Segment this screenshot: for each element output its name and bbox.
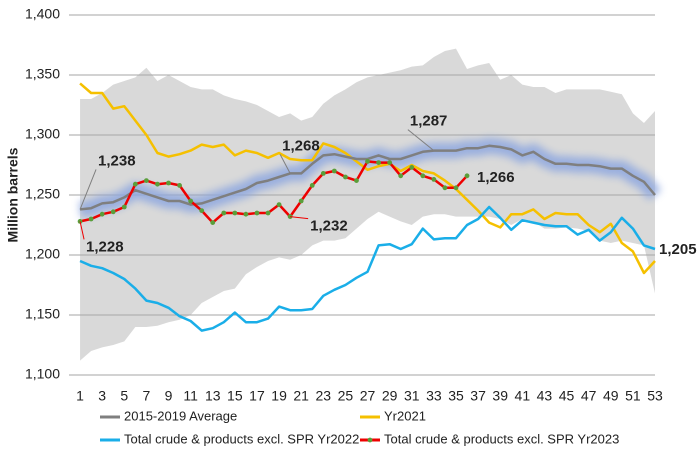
annotation-label: 1,266 [477,169,515,186]
legend-label: 2015-2019 Average [124,408,237,423]
series-line [79,144,656,211]
x-tick-label: 21 [293,388,309,404]
annotation-label: 1,238 [98,152,136,169]
x-tick-label: 27 [360,388,376,404]
x-tick-label: 7 [142,388,150,404]
point-marker [232,210,238,216]
legend-label: Total crude & products excl. SPR Yr2022 [124,431,359,446]
annotation-leader [79,169,97,210]
x-tick-label: 51 [625,388,641,404]
point-marker [188,198,194,204]
annotation-label: 1,228 [86,238,124,255]
x-tick-label: 33 [426,388,442,404]
point-marker [331,168,337,174]
x-tick-label: 37 [470,388,486,404]
legend-label: Total crude & products excl. SPR Yr2023 [384,431,619,446]
x-tick-label: 45 [559,388,575,404]
x-tick-label: 29 [382,388,398,404]
point-marker [365,159,370,164]
x-tick-label: 9 [165,388,173,404]
x-tick-label: 47 [581,388,597,404]
legend-marker [367,437,373,443]
point-marker [387,160,393,166]
x-tick-label: 3 [98,388,106,404]
point-marker [199,208,205,214]
point-marker [398,173,404,179]
point-marker [254,210,260,216]
annotation-label: 1,205 [659,241,697,258]
point-marker [343,174,348,180]
x-tick-label: 1 [76,388,84,404]
annotation-leader [79,221,85,240]
series-line [79,82,656,275]
x-tick-label: 17 [249,388,265,404]
point-marker [155,181,160,187]
range-band [80,48,656,361]
point-marker [177,183,182,188]
point-marker [276,202,282,208]
x-tick-label: 23 [316,388,332,404]
x-tick-label: 43 [537,388,553,404]
point-marker [99,211,105,217]
y-axis-title: Million barrels [5,147,21,242]
point-marker [88,216,94,222]
x-tick-label: 5 [120,388,128,404]
y-tick-label: 1,400 [25,6,60,22]
point-marker [442,185,448,191]
point-marker [121,204,127,210]
y-tick-label: 1,250 [25,186,60,202]
y-tick-label: 1,300 [25,126,60,142]
point-marker [110,209,116,215]
point-marker [132,181,138,187]
y-tick-label: 1,200 [25,246,60,262]
x-tick-label: 53 [647,388,663,404]
point-marker [309,183,315,188]
x-tick-label: 49 [603,388,619,404]
point-marker [143,178,149,184]
annotation-leader [407,129,435,151]
x-tick-label: 15 [227,388,243,404]
point-marker [298,198,304,204]
point-marker [453,185,459,191]
point-marker [431,177,437,182]
y-tick-label: 1,150 [25,306,60,322]
annotation-leader [279,154,291,174]
x-tick-label: 25 [338,388,354,404]
point-marker [376,160,381,166]
x-tick-label: 31 [404,388,420,404]
annotation-label: 1,232 [310,218,348,235]
point-marker [320,171,326,176]
point-marker [243,211,249,217]
y-tick-label: 1,350 [25,66,60,82]
series-line [79,205,656,332]
x-tick-label: 11 [183,388,198,404]
y-tick-label: 1,100 [25,366,60,382]
point-marker [166,180,171,186]
annotation-label: 1,268 [282,137,320,154]
x-tick-label: 19 [271,388,287,404]
point-marker [354,178,359,184]
x-tick-label: 13 [205,388,221,404]
point-marker [221,210,227,216]
point-marker [210,220,216,226]
annotation-label: 1,287 [410,113,448,130]
point-marker [265,210,271,216]
x-tick-label: 35 [448,388,464,404]
annotation-leader [290,216,309,220]
legend-label: Yr2021 [384,408,426,423]
point-marker [420,173,426,179]
x-tick-label: 41 [515,388,531,404]
point-marker [409,165,415,170]
point-marker [464,173,470,179]
x-tick-label: 39 [492,388,508,404]
